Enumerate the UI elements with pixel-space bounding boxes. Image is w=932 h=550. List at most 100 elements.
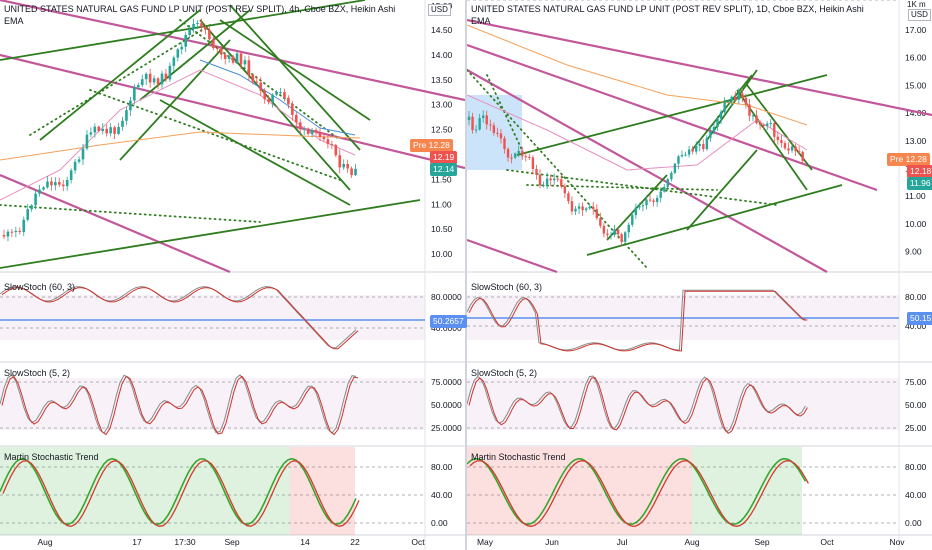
right-candle-body (698, 143, 701, 146)
right-green-trendline[interactable] (686, 149, 758, 231)
right-candle-body (602, 225, 606, 234)
right-ema-line (467, 24, 808, 126)
right-candle-body (776, 136, 780, 141)
left-candle-body (291, 104, 294, 115)
left-pink-trendline[interactable] (0, 0, 465, 102)
right-currency-label[interactable]: USD (908, 9, 931, 21)
right-candle-body (645, 199, 648, 206)
right-candle-body (588, 206, 591, 209)
right-slowstoch-60-label[interactable]: SlowStoch (60, 3) (471, 282, 543, 292)
left-candle-body (101, 128, 105, 132)
left-candle-body (125, 110, 128, 121)
left-candle-body (109, 127, 112, 134)
left-currency-label[interactable]: USD (428, 4, 451, 16)
left-candle-body (196, 22, 199, 24)
right-candle-body (581, 206, 584, 211)
right-chart-pane[interactable]: 17.0016.0015.0014.0013.0012.0011.0010.00… (467, 0, 932, 550)
left-candle-body (18, 230, 22, 233)
right-dotted-trendline[interactable] (467, 69, 648, 269)
right-dotted-trendline[interactable] (486, 74, 523, 151)
left-pre-badge: Pre 12.28 (410, 139, 453, 152)
right-candle-body (787, 148, 790, 151)
left-candle-body (113, 127, 116, 134)
right-dotted-trendline[interactable] (526, 184, 718, 191)
left-green-trendline[interactable] (0, 0, 366, 61)
left-green-trendline[interactable] (219, 19, 371, 121)
left-candle-body (160, 73, 164, 85)
right-candle-body (744, 97, 748, 105)
right-candle-body (528, 156, 531, 158)
right-candle-body (521, 150, 524, 157)
right-pink-trendline[interactable] (467, 238, 558, 274)
left-green-trendline[interactable] (0, 199, 421, 269)
left-dotted-trendline[interactable] (29, 24, 211, 136)
left-pink-trendline[interactable] (0, 173, 231, 274)
left-time-label: 14 (300, 537, 310, 547)
left-candle-body (137, 85, 140, 88)
right-chart-canvas[interactable]: 17.0016.0015.0014.0013.0012.0011.0010.00… (467, 0, 932, 550)
right-candle-body (641, 205, 645, 207)
right-stoch60-k-line (468, 290, 808, 352)
right-chart-title: UNITED STATES NATURAL GAS FUND LP UNIT (… (471, 4, 864, 14)
right-candle-body (592, 206, 595, 210)
left-candle-body (144, 73, 148, 80)
right-candle-body (467, 116, 471, 120)
left-candle-body (93, 126, 97, 133)
left-stoch5-k-line (1, 375, 359, 436)
left-price-tick: 10.50 (431, 224, 453, 234)
right-candle-body (609, 234, 613, 236)
right-candle-body (687, 149, 691, 155)
right-time-label: Nov (889, 537, 905, 547)
left-candle-body (200, 22, 203, 28)
right-candle-body (631, 215, 634, 225)
right-green-trendline[interactable] (746, 84, 813, 171)
right-candle-body (616, 229, 620, 235)
right-candle-body (524, 156, 527, 158)
right-candle-body (677, 156, 680, 164)
left-chart-title: UNITED STATES NATURAL GAS FUND LP UNIT (… (4, 4, 396, 14)
right-pink-trendline[interactable] (467, 69, 828, 273)
right-candle-body (695, 145, 698, 152)
right-candle-body (570, 201, 574, 212)
left-candle-body (26, 209, 29, 220)
left-price-tick: 13.50 (431, 75, 453, 85)
left-chart-canvas[interactable]: 14.5014.0013.5013.0012.5012.0011.5011.00… (0, 0, 465, 550)
right-martin-tick: 40.00 (905, 490, 927, 500)
left-stoch5-tick: 75.0000 (431, 377, 462, 387)
right-candle-body (773, 122, 776, 137)
left-chart-pane[interactable]: 14.5014.0013.5013.0012.5012.0011.5011.00… (0, 0, 467, 550)
left-martin-label[interactable]: Martin Stochastic Trend (4, 452, 99, 462)
right-candle-body (726, 101, 730, 103)
left-pink-trendline[interactable] (0, 53, 465, 170)
left-green-trendline[interactable] (39, 9, 201, 141)
left-time-label: 17:30 (174, 537, 196, 547)
left-slowstoch-5-label[interactable]: SlowStoch (5, 2) (4, 368, 71, 378)
right-green-trendline[interactable] (586, 184, 843, 256)
right-slowstoch-5-label[interactable]: SlowStoch (5, 2) (471, 368, 538, 378)
right-candle-body (762, 124, 765, 126)
right-candle-body (730, 96, 733, 102)
right-candle-body (513, 153, 517, 158)
right-martin-zone (542, 447, 692, 535)
left-dotted-trendline[interactable] (0, 204, 261, 223)
right-pink-trendline[interactable] (467, 43, 878, 192)
right-candle-body (652, 200, 655, 202)
left-time-label: 22 (350, 537, 360, 547)
right-candle-body (492, 125, 496, 133)
left-slowstoch-60-label[interactable]: SlowStoch (60, 3) (4, 282, 76, 292)
left-green-trendline[interactable] (199, 19, 351, 191)
left-dotted-trendline[interactable] (179, 19, 341, 141)
right-martin-label[interactable]: Martin Stochastic Trend (471, 452, 566, 462)
left-green-trendline[interactable] (229, 4, 361, 151)
right-candle-body (531, 157, 535, 169)
right-green-trendline[interactable] (516, 74, 828, 156)
pane-divider[interactable] (465, 0, 467, 550)
left-green-trendline[interactable] (159, 99, 351, 206)
left-martin-red-line (2, 460, 360, 527)
right-candle-body (659, 191, 662, 198)
right-pink-trendline[interactable] (467, 18, 932, 117)
left-candle-body (176, 49, 180, 58)
right-stoch5-tick: 75.00 (905, 377, 927, 387)
right-candle-body (648, 199, 652, 201)
left-candle-body (338, 155, 342, 168)
